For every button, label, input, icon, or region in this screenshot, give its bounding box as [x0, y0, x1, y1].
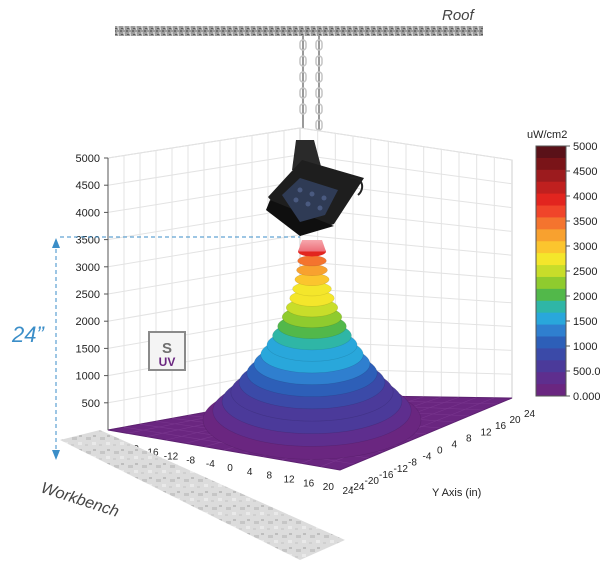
colorbar-band — [536, 324, 566, 337]
z-tick-label: 3500 — [76, 235, 100, 247]
distance-dimension — [52, 236, 300, 460]
colorbar-tick-label: 2500 — [573, 266, 597, 278]
y-tick-label: 8 — [466, 433, 472, 444]
y-tick-label: 0 — [437, 446, 443, 457]
colorbar-tick-label: 4500 — [573, 166, 597, 178]
colorbar-tick-label: 3500 — [573, 216, 597, 228]
colorbar-tick-label: 500.0 — [573, 366, 600, 378]
colorbar-band — [536, 253, 566, 266]
colorbar-tick-label: 1500 — [573, 316, 597, 328]
roof-label: Roof — [442, 7, 476, 24]
colorbar-band — [536, 217, 566, 230]
colorbar-tick-label: 3000 — [573, 241, 597, 253]
x-tick-label: -12 — [164, 452, 179, 463]
uv-lamp — [266, 140, 364, 236]
colorbar-band — [536, 276, 566, 290]
y-tick-label: -12 — [394, 464, 409, 475]
colorbar-band — [536, 229, 566, 242]
colorbar-band — [536, 241, 566, 254]
hanging-chains — [299, 36, 323, 140]
x-tick-label: 12 — [283, 475, 295, 486]
y-tick-label: -20 — [365, 476, 380, 487]
y-axis-label: Y Axis (in) — [432, 487, 481, 499]
colorbar — [536, 146, 566, 397]
svg-text:UV: UV — [159, 355, 176, 369]
colorbar-band — [536, 288, 566, 302]
colorbar-band — [536, 384, 566, 397]
z-tick-label: 4500 — [76, 180, 100, 192]
colorbar-title: uW/cm2 — [527, 129, 567, 141]
y-tick-label: 16 — [495, 421, 507, 432]
x-tick-label: 20 — [323, 482, 335, 493]
x-tick-label: 0 — [227, 463, 233, 474]
x-tick-label: 16 — [303, 478, 315, 489]
colorbar-band — [536, 312, 566, 326]
y-tick-label: 4 — [452, 439, 458, 450]
suv-logo: S UV — [148, 331, 186, 371]
colorbar-band — [536, 193, 566, 207]
x-tick-label: 4 — [247, 467, 253, 478]
colorbar-tick-label: 1000 — [573, 341, 597, 353]
z-tick-label: 4000 — [76, 207, 100, 219]
x-tick-label: -8 — [186, 455, 195, 466]
colorbar-band — [536, 348, 566, 361]
z-tick-label: 500 — [82, 398, 100, 410]
x-tick-label: -4 — [206, 459, 215, 470]
svg-text:S: S — [162, 340, 172, 357]
colorbar-band — [536, 360, 566, 373]
y-tick-label: -24 — [350, 482, 365, 493]
irradiance-cone — [202, 240, 422, 460]
colorbar-band — [536, 300, 566, 314]
y-tick-label: -16 — [379, 470, 394, 481]
colorbar-band — [536, 336, 566, 349]
x-tick-label: 24 — [342, 486, 354, 497]
colorbar-tick-label: 5000 — [573, 141, 597, 153]
distance-label: 24” — [11, 322, 45, 347]
workbench-label: Workbench — [39, 480, 121, 521]
z-tick-label: 3000 — [76, 262, 100, 274]
z-tick-label: 1500 — [76, 343, 100, 355]
x-tick-label: 8 — [267, 471, 273, 482]
colorbar-band — [536, 146, 566, 159]
colorbar-band — [536, 169, 566, 183]
y-tick-label: 20 — [510, 415, 522, 426]
colorbar-band — [536, 265, 566, 278]
z-axis-ticks: 500 1000 1500 2000 2500 3000 3500 4000 4500 5000 — [76, 153, 108, 410]
colorbar-band — [536, 205, 566, 218]
z-tick-label: 2000 — [76, 316, 100, 328]
colorbar-band — [536, 181, 566, 195]
roof-bar — [115, 26, 483, 36]
y-tick-label: 24 — [524, 409, 536, 420]
colorbar-tick-label: 4000 — [573, 191, 597, 203]
z-tick-label: 1000 — [76, 371, 100, 383]
y-tick-label: -8 — [408, 458, 417, 469]
z-tick-label: 5000 — [76, 153, 100, 165]
lamp-beam — [298, 240, 326, 252]
colorbar-band — [536, 372, 566, 385]
colorbar-ticks: 5000 4500 4000 3500 3000 2500 2000 1500 1000 500.… — [566, 141, 600, 403]
y-tick-label: -4 — [423, 452, 432, 463]
workbench-slab — [60, 430, 345, 560]
cone-band — [297, 255, 327, 267]
colorbar-tick-label: 0.000 — [573, 391, 600, 403]
colorbar-tick-label: 2000 — [573, 291, 597, 303]
z-tick-label: 2500 — [76, 289, 100, 301]
y-tick-label: 12 — [481, 427, 493, 438]
colorbar-band — [536, 157, 566, 171]
